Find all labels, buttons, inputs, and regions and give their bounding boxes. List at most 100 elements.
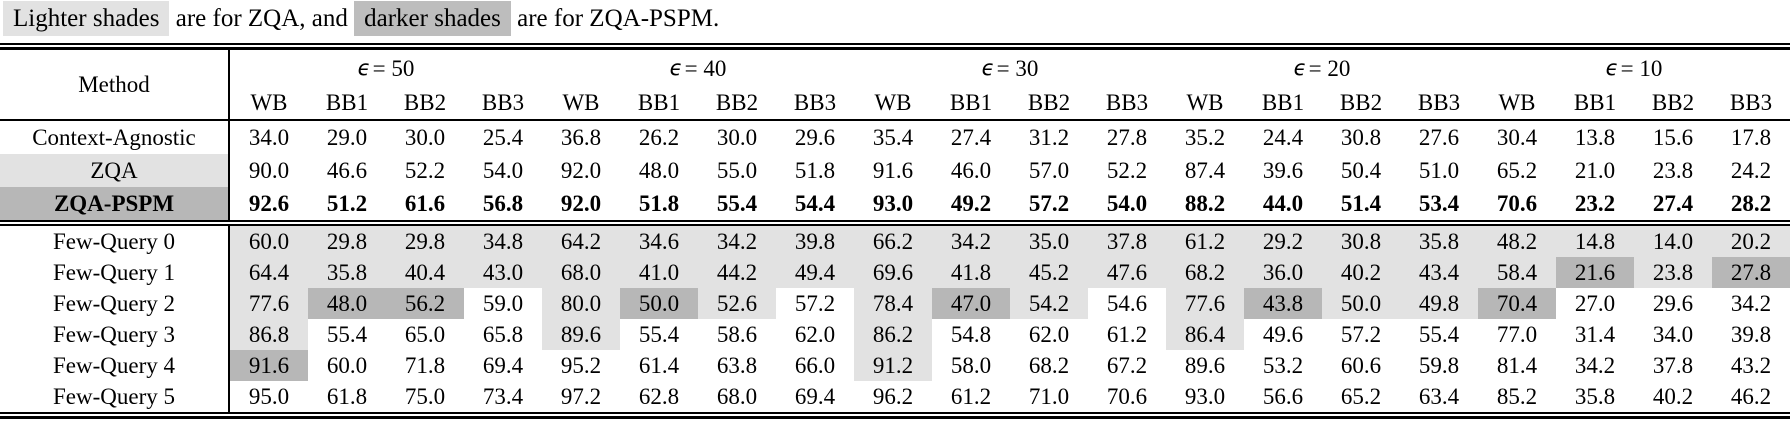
value-cell: 54.4 [794,191,836,216]
value-cell: 68.0 [542,257,620,288]
value-cell: 43.8 [1244,288,1322,319]
subheader-cell-wb: WB [562,90,600,115]
value-cell: 21.6 [1556,257,1634,288]
value-cell: 24.4 [1262,125,1304,150]
value-cell: 57.2 [794,291,836,316]
value-cell: 30.8 [1322,226,1400,257]
method-cell: Few-Query 2 [0,288,230,319]
value-cell: 60.0 [326,353,368,378]
value-cell: 29.8 [386,226,464,257]
value-cell: 27.4 [1652,191,1694,216]
value-cell: 27.8 [1106,125,1148,150]
subheader-cell-bb3: BB3 [793,90,837,115]
value-cell: 62.0 [794,322,836,347]
value-cell: 41.0 [620,257,698,288]
top-rule [0,43,1790,50]
value-cell: 64.4 [230,257,308,288]
value-cell: 35.8 [1574,384,1616,409]
value-cell: 29.0 [326,125,368,150]
value-cell: 47.0 [932,288,1010,319]
value-cell: 53.2 [1262,353,1304,378]
value-cell: 14.8 [1556,226,1634,257]
value-cell: 34.2 [1574,353,1616,378]
subheader-cell-bb2: BB2 [1339,90,1383,115]
value-cell: 54.6 [1106,291,1148,316]
value-cell: 50.0 [620,288,698,319]
method-cell: Few-Query 4 [0,350,230,381]
value-cell: 34.2 [698,226,776,257]
value-cell: 27.6 [1418,125,1460,150]
subheader-cell-bb1: BB1 [325,90,369,115]
value-cell: 53.4 [1418,191,1460,216]
epsilon-symbol: ϵ [669,55,683,80]
value-cell: 21.0 [1574,158,1616,183]
value-cell: 95.0 [248,384,290,409]
subheader-cell-wb: WB [250,90,288,115]
value-cell: 89.6 [1184,353,1226,378]
value-cell: 20.2 [1712,226,1790,257]
value-cell: 65.8 [482,322,524,347]
section-divider-rule [0,220,1790,226]
value-cell: 51.2 [326,191,368,216]
value-cell: 58.0 [950,353,992,378]
method-cell: Context-Agnostic [0,121,230,154]
value-cell: 52.6 [698,288,776,319]
value-cell: 49.2 [950,191,992,216]
value-cell: 30.0 [716,125,758,150]
method-cell: Few-Query 5 [0,381,230,412]
value-cell: 77.6 [230,288,308,319]
value-cell: 70.6 [1106,384,1148,409]
header-rule [0,119,1790,121]
value-cell: 48.0 [638,158,680,183]
value-cell: 40.2 [1322,257,1400,288]
epsilon-group-header: ϵ = 10 [1605,55,1663,81]
value-cell: 51.8 [794,158,836,183]
value-cell: 52.2 [404,158,446,183]
value-cell: 39.8 [1730,322,1772,347]
value-cell: 44.0 [1262,191,1304,216]
epsilon-group-header: ϵ = 50 [357,55,415,81]
value-cell: 59.8 [1418,353,1460,378]
value-cell: 14.0 [1634,226,1712,257]
epsilon-symbol: ϵ [1605,55,1619,80]
value-cell: 86.2 [854,319,932,350]
value-cell: 54.2 [1010,288,1088,319]
value-cell: 91.2 [854,350,932,381]
method-cell: Few-Query 0 [0,226,230,257]
value-cell: 59.0 [482,291,524,316]
value-cell: 43.2 [1730,353,1772,378]
value-cell: 65.2 [1496,158,1538,183]
table-header: Method ϵ = 50 ϵ = 40 ϵ = 30 ϵ = 20 ϵ = 10 WB B… [0,50,1790,119]
value-cell: 35.8 [308,257,386,288]
value-cell: 55.0 [716,158,758,183]
value-cell: 90.0 [248,158,290,183]
value-cell: 40.2 [1652,384,1694,409]
subheader-cell-bb2: BB2 [403,90,447,115]
subheader-cell-bb1: BB1 [949,90,993,115]
epsilon-group-header: ϵ = 30 [981,55,1039,81]
value-cell: 75.0 [404,384,446,409]
value-cell: 60.0 [230,226,308,257]
value-cell: 34.0 [248,125,290,150]
value-cell: 95.2 [560,353,602,378]
value-cell: 81.4 [1496,353,1538,378]
value-cell: 55.4 [638,322,680,347]
subheader-cell-bb3: BB3 [481,90,525,115]
value-cell: 34.6 [620,226,698,257]
value-cell: 65.2 [1340,384,1382,409]
value-cell: 50.0 [1322,288,1400,319]
value-cell: 61.4 [638,353,680,378]
value-cell: 49.4 [776,257,854,288]
value-cell: 97.2 [560,384,602,409]
subheader-cell-wb: WB [874,90,912,115]
value-cell: 86.4 [1166,319,1244,350]
method-cell: Few-Query 1 [0,257,230,288]
value-cell: 61.8 [326,384,368,409]
value-cell: 92.0 [560,191,602,216]
value-cell: 93.0 [1184,384,1226,409]
value-cell: 49.6 [1262,322,1304,347]
epsilon-symbol: ϵ [357,55,371,80]
value-cell: 56.6 [1262,384,1304,409]
caption-text-middle: are for ZQA, and [169,5,355,32]
subheader-cell-bb2: BB2 [1651,90,1695,115]
